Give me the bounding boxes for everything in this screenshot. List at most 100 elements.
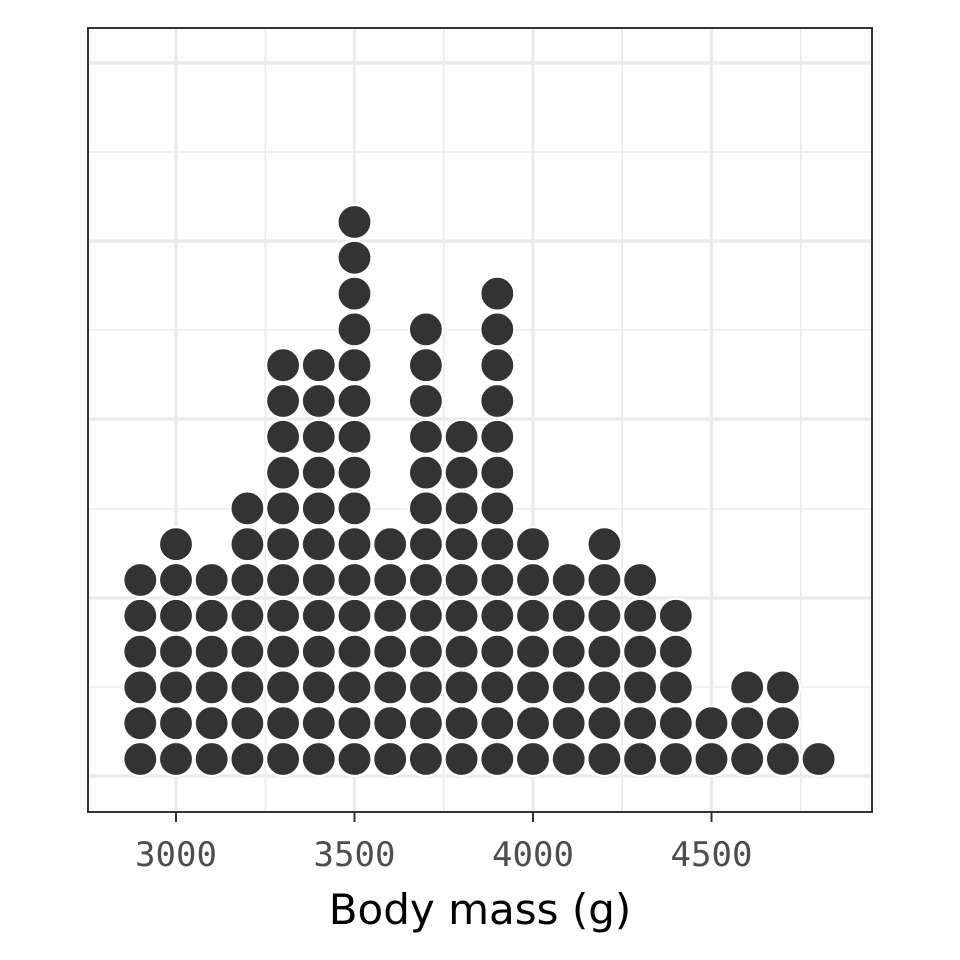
dot-point — [514, 740, 552, 778]
dot-point — [479, 561, 516, 599]
dot-point — [336, 418, 373, 455]
dot-point — [514, 705, 552, 742]
dot-point — [693, 705, 730, 742]
dot-point — [550, 597, 587, 634]
x-tick-label: 3000 — [135, 835, 217, 875]
dot-point — [407, 705, 444, 742]
dot-point — [122, 740, 159, 778]
dot-point — [193, 705, 230, 742]
dot-point — [550, 561, 587, 599]
dot-point — [229, 740, 266, 778]
dot-point — [407, 526, 444, 563]
dot-point — [407, 347, 444, 384]
dot-point — [372, 597, 409, 634]
dot-point — [157, 526, 195, 563]
dot-point — [443, 454, 480, 491]
dot-point — [300, 382, 337, 420]
dot-point — [336, 705, 373, 742]
panel-border — [87, 27, 873, 813]
dot-point — [229, 490, 266, 527]
dot-point — [336, 347, 373, 384]
dot-point — [122, 597, 159, 634]
dot-point — [300, 418, 337, 455]
dot-point — [407, 382, 444, 420]
dot-point — [265, 526, 302, 563]
x-tick-label: 4000 — [492, 835, 574, 875]
dot-point — [193, 597, 230, 634]
dot-point — [621, 597, 659, 634]
dot-point — [764, 669, 802, 706]
dot-point — [479, 418, 516, 455]
dot-point — [443, 705, 480, 742]
dot-point — [479, 275, 516, 312]
dot-point — [443, 597, 480, 634]
dot-point — [300, 561, 337, 599]
dot-point — [157, 597, 195, 634]
dot-point — [479, 526, 516, 563]
dot-point — [157, 669, 195, 706]
dot-point — [372, 669, 409, 706]
dot-point — [586, 526, 623, 563]
dot-point — [693, 740, 730, 778]
dot-point — [586, 561, 623, 599]
dot-point — [300, 597, 337, 634]
dot-point — [336, 740, 373, 778]
dot-point — [265, 347, 302, 384]
dot-point — [407, 597, 444, 634]
dot-point — [372, 561, 409, 599]
dot-point — [336, 382, 373, 420]
dot-point — [621, 740, 659, 778]
dot-point — [193, 669, 230, 706]
dot-point — [265, 382, 302, 420]
dot-point — [479, 454, 516, 491]
dot-point — [336, 239, 373, 276]
dot-point — [657, 597, 694, 634]
dot-point — [443, 490, 480, 527]
x-axis: 3000 3500 4000 4500 — [135, 812, 752, 875]
x-axis-title: Body mass (g) — [329, 885, 632, 934]
dot-point — [157, 740, 195, 778]
dot-point — [550, 633, 587, 670]
dot-point — [229, 705, 266, 742]
dot-point — [407, 561, 444, 599]
dot-point — [372, 740, 409, 778]
dot-point — [586, 633, 623, 670]
dot-point — [229, 633, 266, 670]
dot-point — [122, 633, 159, 670]
dots-layer — [122, 203, 837, 778]
dot-point — [157, 561, 195, 599]
dot-point — [550, 705, 587, 742]
dot-point — [193, 633, 230, 670]
dot-point — [372, 705, 409, 742]
dot-point — [479, 669, 516, 706]
dot-point — [479, 633, 516, 670]
dot-point — [479, 490, 516, 527]
dot-point — [300, 740, 337, 778]
dot-point — [443, 418, 480, 455]
x-tick-label: 4500 — [671, 835, 753, 875]
dot-point — [336, 669, 373, 706]
dot-point — [265, 597, 302, 634]
dot-point — [621, 633, 659, 670]
dot-point — [336, 526, 373, 563]
dot-point — [514, 561, 552, 599]
dot-point — [229, 669, 266, 706]
dot-point — [407, 490, 444, 527]
dot-point — [479, 347, 516, 384]
dot-point — [300, 347, 337, 384]
dot-point — [443, 526, 480, 563]
dot-point — [479, 705, 516, 742]
dot-point — [407, 418, 444, 455]
dot-point — [265, 454, 302, 491]
dot-point — [621, 705, 659, 742]
dot-point — [729, 705, 766, 742]
dot-point — [336, 275, 373, 312]
dot-point — [550, 669, 587, 706]
dot-point — [193, 740, 230, 778]
dot-point — [372, 526, 409, 563]
dot-point — [729, 740, 766, 778]
dot-point — [336, 311, 373, 348]
x-tick-label: 3500 — [314, 835, 396, 875]
dot-point — [621, 561, 659, 599]
